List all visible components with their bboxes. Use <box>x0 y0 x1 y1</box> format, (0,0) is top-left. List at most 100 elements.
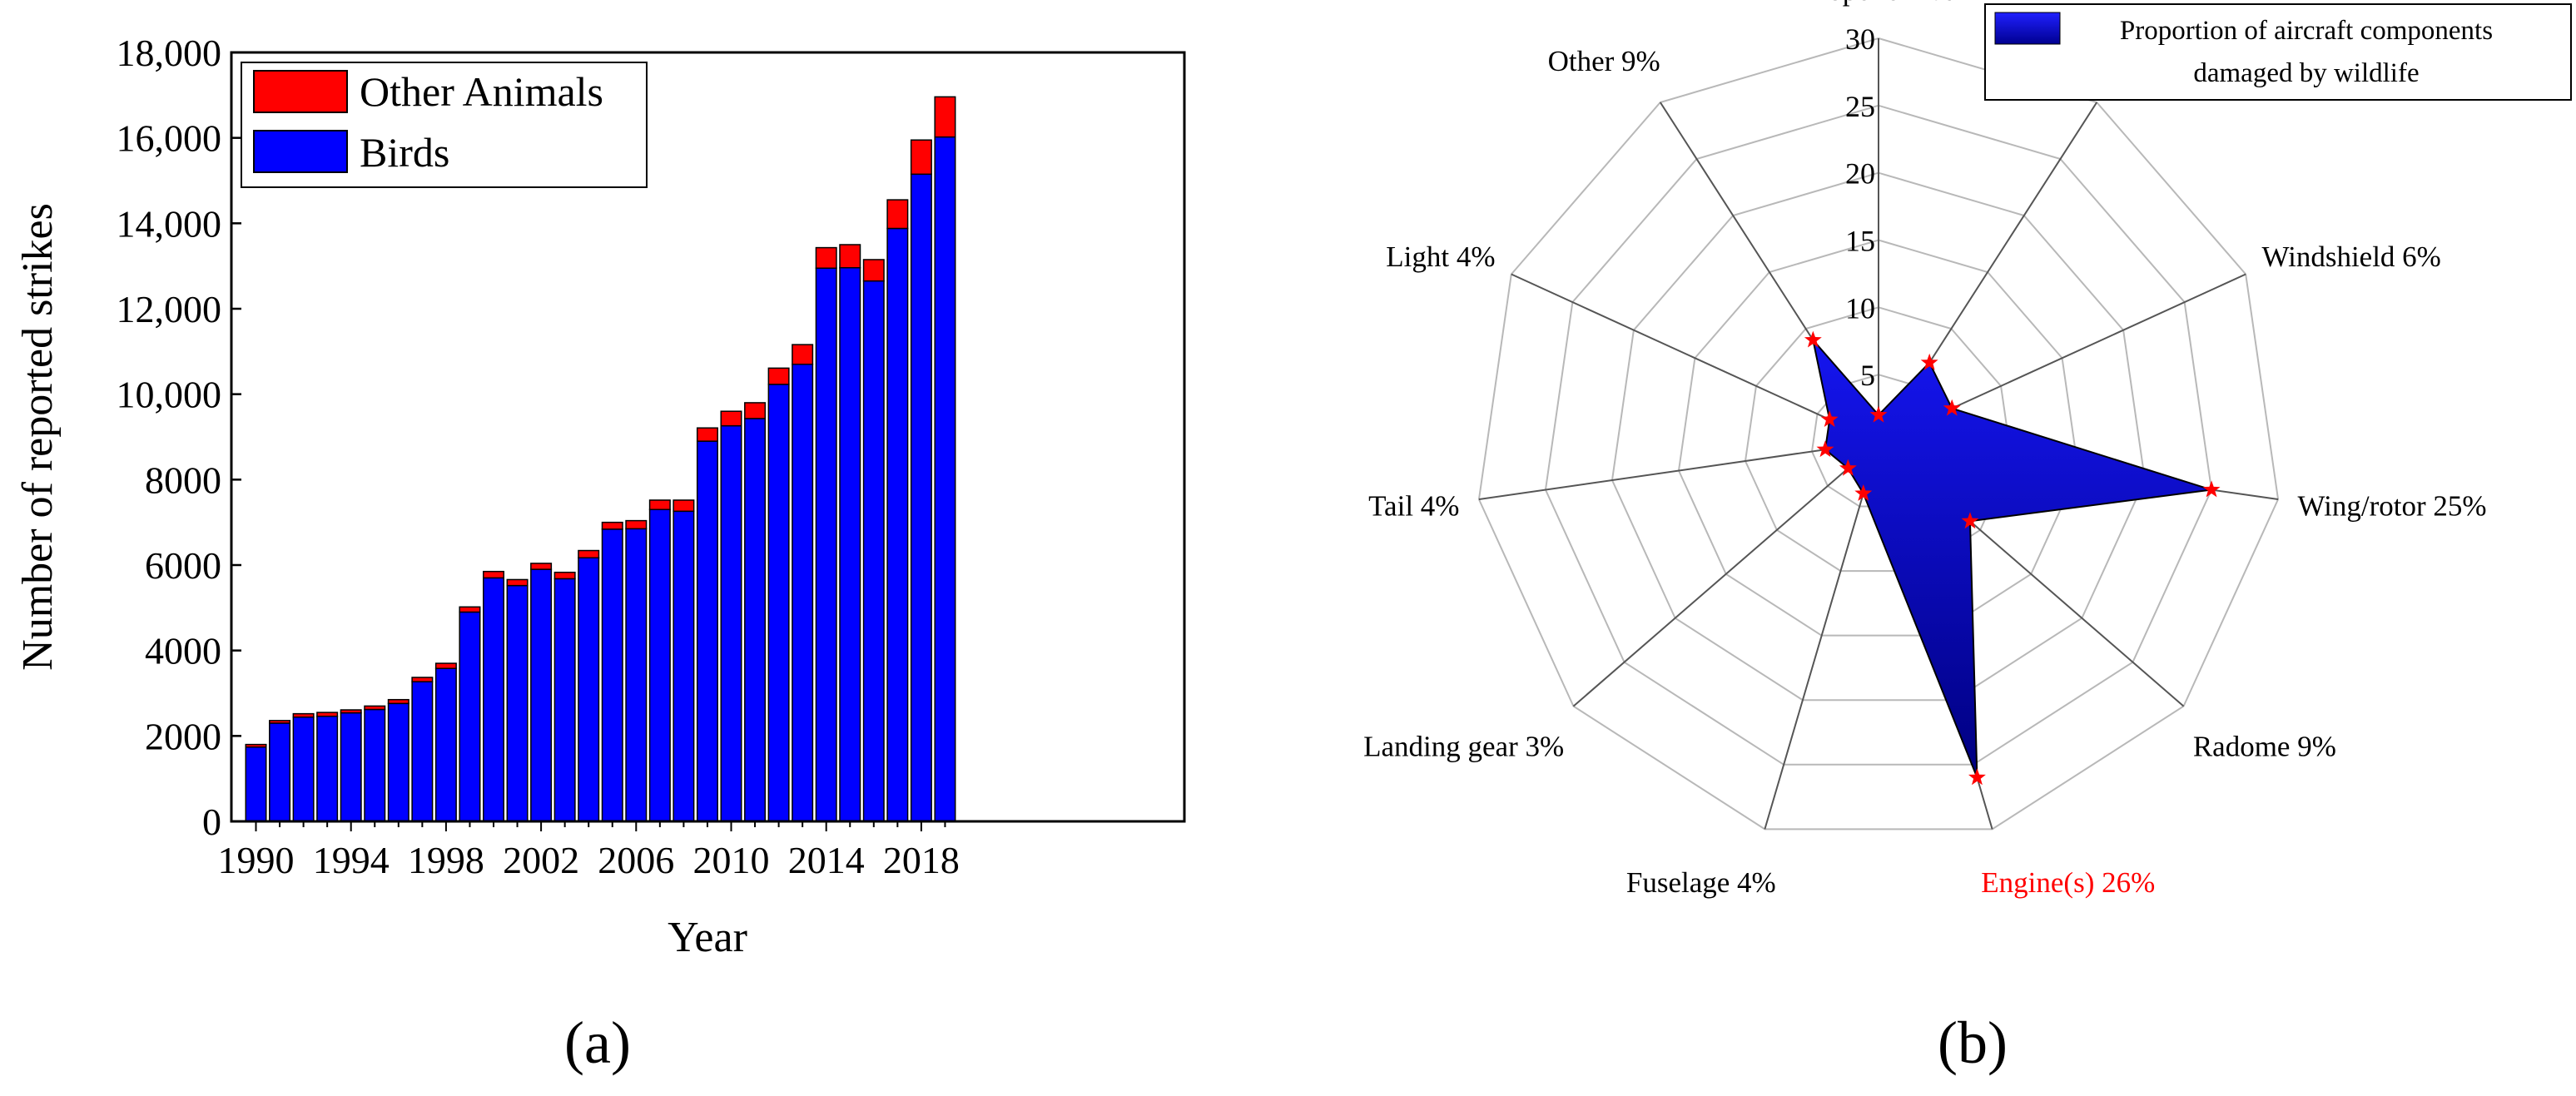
radar-marker-radome <box>1961 512 1979 529</box>
bar-birds-2010 <box>720 424 742 822</box>
bar-other-animals-2009 <box>696 427 718 442</box>
bar-other-animals-1990 <box>245 743 267 748</box>
radial-tick-label: 30 <box>1845 22 1875 56</box>
radar-spoke <box>1511 273 1879 443</box>
radar-category-label-radome: Radome 9% <box>2193 731 2336 763</box>
bar-other-animals-1991 <box>269 720 291 724</box>
radar-grid-ring <box>1544 104 2213 766</box>
panel-label-a: (a) <box>564 1009 631 1076</box>
y-tick-label: 14,000 <box>117 202 222 245</box>
radar-grid-ring <box>1477 37 2280 831</box>
bar-other-animals-2004 <box>578 549 600 559</box>
bar-birds-1990 <box>245 746 267 822</box>
x-tick-label: 2006 <box>598 839 674 881</box>
bar-birds-2014 <box>815 267 837 822</box>
radar-legend-label-line2: damaged by wildlife <box>2193 58 2419 88</box>
radar-marker-engine-s- <box>1968 768 1986 786</box>
bar-other-animals-2008 <box>673 499 695 513</box>
y-tick-label: 4000 <box>145 630 221 672</box>
radar-category-label-propeller: Propeller 2% <box>1802 0 1955 7</box>
x-tick-label: 1998 <box>408 839 484 881</box>
y-tick-label: 18,000 <box>117 32 222 74</box>
bar-birds-2002 <box>530 568 553 822</box>
x-axis-ticks: 1990 1994 1998 2002 2006 2010 2014 2018 <box>218 821 960 881</box>
radar-category-label-windshield: Windshield 6% <box>2261 241 2440 273</box>
radar-spoke <box>1478 441 1879 501</box>
legend-label-birds: Birds <box>360 129 449 176</box>
bar-birds-2012 <box>767 384 790 822</box>
bar-other-animals-1996 <box>387 698 409 705</box>
bar-birds-2001 <box>506 584 529 822</box>
radar-category-label-landing-gear: Landing gear 3% <box>1363 731 1564 763</box>
bar-other-animals-2000 <box>483 570 504 579</box>
bar-other-animals-2013 <box>792 344 814 365</box>
bar-birds-2006 <box>625 528 648 822</box>
radar-marker-propeller <box>1869 405 1888 423</box>
radar-category-label-light: Light 4% <box>1386 241 1495 273</box>
radar-category-label-fuselage: Fuselage 4% <box>1626 866 1776 899</box>
bar-birds-1991 <box>269 722 291 822</box>
radar-legend: Proportion of aircraft components damage… <box>1984 3 2572 101</box>
radar-legend-label-line1: Proportion of aircraft components <box>2120 16 2493 46</box>
bar-other-animals-2019 <box>934 96 956 138</box>
bar-birds-2018 <box>910 173 932 822</box>
bar-other-animals-2007 <box>648 499 671 511</box>
bar-birds-1998 <box>434 667 457 822</box>
bar-other-animals-1995 <box>364 705 386 711</box>
bar-other-animals-2001 <box>506 578 529 587</box>
x-tick-label: 2010 <box>693 839 770 881</box>
radar-spoke <box>1764 441 1879 830</box>
radar-grid-ring <box>1744 306 2013 573</box>
bar-birds-1999 <box>459 611 481 822</box>
radar-markers <box>1804 330 2221 786</box>
panel-label-b: (b) <box>1938 1009 2008 1076</box>
bar-birds-2019 <box>934 136 956 822</box>
legend-swatch-birds <box>253 130 348 173</box>
x-axis-label: Year <box>668 914 747 961</box>
bar-birds-1993 <box>316 715 339 822</box>
radar-grid-ring <box>1611 171 2147 702</box>
radial-tick-label: 25 <box>1845 90 1875 123</box>
x-tick-label: 1990 <box>218 839 295 881</box>
y-axis-ticks: 0 2000 4000 6000 8000 10,000 12,000 14,000 16,00… <box>117 32 241 843</box>
bar-other-animals-2015 <box>839 244 861 269</box>
radar-marker-tail <box>1816 440 1834 458</box>
bar-birds-1996 <box>387 702 409 822</box>
bar-birds-1995 <box>364 708 386 822</box>
radar-marker-fuselage <box>1854 484 1873 501</box>
radar-marker-windshield <box>1943 399 1961 416</box>
radar-marker-light <box>1820 410 1839 427</box>
radar-marker-other <box>1804 330 1822 348</box>
bar-birds-2005 <box>601 528 623 822</box>
legend-swatch-other-animals <box>253 70 348 113</box>
bar-birds-1994 <box>340 712 362 822</box>
bar-birds-2000 <box>483 577 504 822</box>
y-tick-label: 10,000 <box>117 374 222 416</box>
bar-other-animals-2016 <box>862 259 885 282</box>
bar-birds-2013 <box>792 363 814 822</box>
radar-legend-swatch <box>1994 12 2061 45</box>
bar-birds-2008 <box>673 510 695 822</box>
bar-birds-1997 <box>411 681 434 822</box>
bar-other-animals-2017 <box>886 199 909 230</box>
bar-birds-2015 <box>839 266 861 822</box>
radar-grid <box>1477 37 2280 831</box>
x-tick-label: 2018 <box>883 839 960 881</box>
bar-birds-2003 <box>553 578 576 822</box>
radar-category-label-tail: Tail 4% <box>1368 489 1459 522</box>
x-tick-label: 2014 <box>788 839 865 881</box>
bar-legend: Other Animals Birds <box>241 62 648 188</box>
bar-other-animals-1999 <box>459 606 481 613</box>
bar-other-animals-2014 <box>815 246 837 269</box>
radial-tick-label: 10 <box>1845 291 1875 325</box>
radar-legend-box <box>1984 3 2572 101</box>
x-tick-label: 1994 <box>313 839 390 881</box>
bar-other-animals-1992 <box>292 712 315 718</box>
y-tick-label: 8000 <box>145 459 221 501</box>
bar-other-animals-1994 <box>340 709 362 714</box>
bar-birds-2017 <box>886 227 909 822</box>
bar-other-animals-2010 <box>720 410 742 427</box>
y-tick-label: 16,000 <box>117 117 222 160</box>
